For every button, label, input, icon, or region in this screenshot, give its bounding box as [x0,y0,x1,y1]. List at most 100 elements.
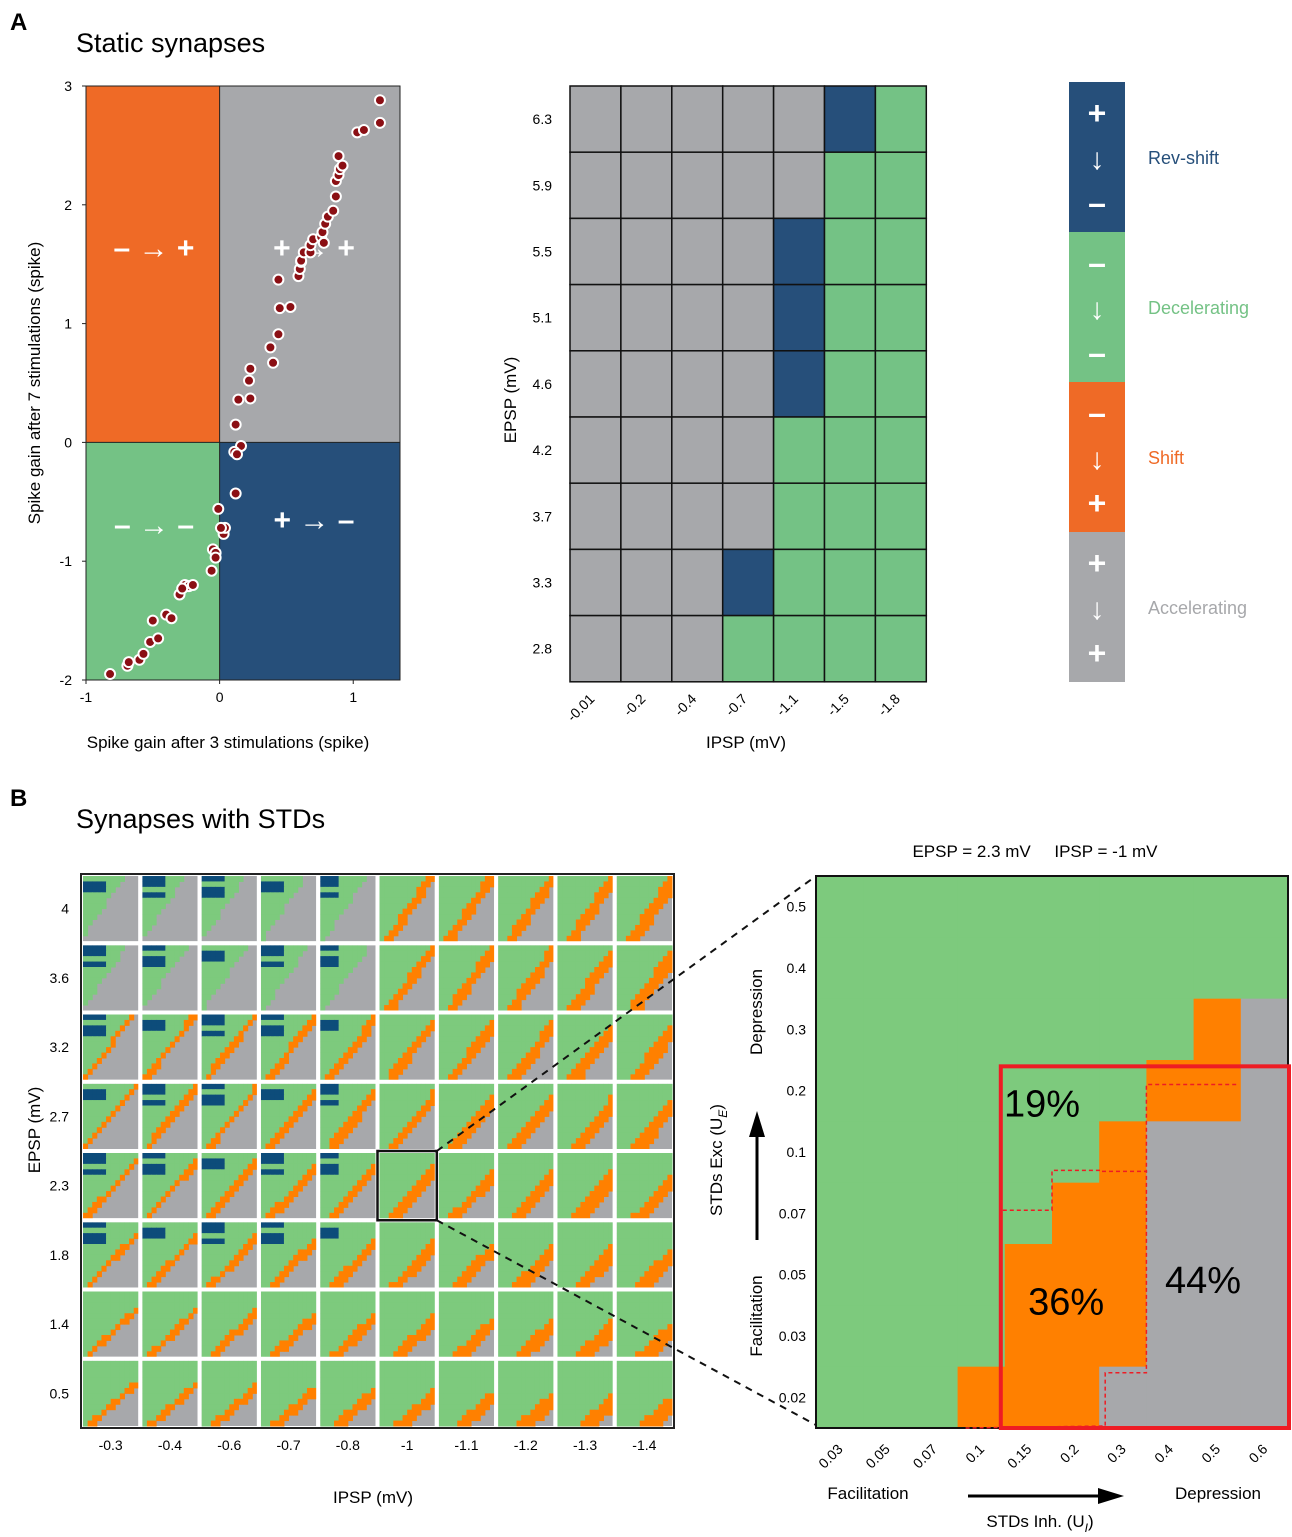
mini-panel-pixel [393,1174,399,1181]
mini-panel-pixel [530,1105,536,1112]
mini-panel-pixel [521,892,527,899]
mini-panel-pixel [352,1105,358,1112]
mini-panel-pixel [165,1089,171,1096]
mini-panel-pixel [448,935,454,942]
mini-panel-pixel [662,967,668,973]
mini-panel-pixel [589,1185,595,1192]
mini-panel-pixel [548,1158,554,1165]
mini-panel-pixel [489,1169,495,1176]
mini-panel-pixel [201,1180,207,1187]
mini-panel-pixel [562,961,568,968]
mini-panel-pixel [603,1153,609,1159]
mini-panel-pixel [174,881,180,888]
mini-panel-pixel [457,1174,463,1181]
mini-panel-pixel [220,1158,226,1165]
mini-panel-pixel [92,1169,98,1176]
mini-panel-pixel [507,1094,513,1101]
mini-panel-pixel [580,903,586,910]
mini-panel-pixel [320,1138,326,1145]
mini-panel-pixel [516,1110,522,1117]
mini-panel-pixel [616,919,622,926]
mini-panel-pixel [384,956,390,963]
mini-panel-pixel [370,1019,376,1026]
mini-panel-pixel [279,1163,285,1170]
mini-panel-pixel [142,1191,148,1197]
mini-panel-pixel [96,956,102,963]
mini-panel-pixel [188,1083,194,1090]
mini-panel-pixel [270,1052,276,1059]
mini-panel-pixel [265,1121,271,1128]
mini-panel-pixel [279,892,285,899]
mini-panel-pixel [293,950,299,957]
mini-panel-pixel [146,1047,153,1054]
mini-panel-pixel [260,1201,267,1208]
mini-panel-pixel [151,1132,157,1139]
mini-panel-pixel [585,1052,591,1059]
heatmap-cell [721,151,775,220]
mini-panel-pixel [653,972,659,979]
mini-panel-pixel [142,999,148,1006]
scatter-frame [85,85,401,681]
mini-panel-pixel [206,950,212,957]
mini-panel-pixel [179,1083,185,1090]
mini-panel-pixel [169,1100,176,1106]
heatmap-y-tick: 3.7 [533,508,553,524]
mini-panel-pixel [279,903,285,910]
mini-panel-pixel [388,1052,394,1059]
mini-panel-pixel [233,886,239,893]
mini-panel-pixel [616,1143,622,1150]
mini-panel-pixel [334,1014,340,1021]
mini-panel-pixel [183,1169,189,1176]
mini-panel-pixel [525,956,531,963]
mini-panel-pixel [585,897,591,904]
mini-panel-pixel [215,977,221,984]
mini-panel-pixel [265,972,271,979]
mini-panel-pixel [293,1185,299,1192]
mini-panel-pixel [471,1100,477,1106]
mini-panel-pixel [357,1014,363,1021]
mini-panel-pixel [101,903,107,910]
mini-panel-pixel [361,1030,367,1037]
mini-panel-pixel [343,1169,349,1176]
y-tick-label: 1 [64,316,72,332]
mini-panel-pixel [589,950,595,957]
mini-panel-pixel [352,1191,358,1197]
mini-panel-pixel [580,881,586,888]
mini-panel-pixel [539,950,545,957]
std-mini-panel [616,876,673,942]
mini-panel-pixel [562,994,568,1001]
mini-panel-pixel [324,945,330,952]
mini-panel-pixel [635,903,641,910]
mini-panel-pixel [270,1074,276,1081]
mini-panel-pixel [521,1185,527,1192]
mini-panel-pixel [183,1100,189,1106]
mini-panel-pixel [534,1121,541,1128]
mini-panel-pixel [498,988,504,995]
mini-panel-pixel [224,950,230,957]
mini-panel-pixel [393,903,399,910]
mini-panel-pixel [115,1163,121,1170]
mini-panel-pixel [448,967,454,973]
mini-panel-pixel [265,881,271,888]
mini-panel-pixel [201,1025,207,1032]
mini-panel-pixel [160,1174,166,1181]
mini-panel-pixel [215,1158,221,1165]
mini-panel-pixel [329,1196,335,1203]
mini-panel-pixel [151,876,157,882]
mini-panel-pixel [379,1201,385,1208]
mini-panel-pixel [293,1174,299,1181]
mini-panel-pixel [420,1019,427,1026]
mini-panel-pixel [511,876,518,882]
mini-panel-pixel [507,1169,513,1176]
std-mini-panel [201,1083,258,1150]
mini-panel-pixel [452,886,458,893]
mini-panel-pixel [388,1121,394,1128]
mini-panel-pixel [156,1030,162,1037]
mini-panel-pixel [352,1089,358,1096]
mini-panel-pixel [644,1047,650,1054]
mini-panel-pixel [498,1089,504,1096]
mini-panel-pixel [484,1174,490,1181]
mini-panel-pixel [224,1100,230,1106]
mini-panel-pixel [480,1083,486,1090]
mini-panel-pixel [279,977,285,984]
